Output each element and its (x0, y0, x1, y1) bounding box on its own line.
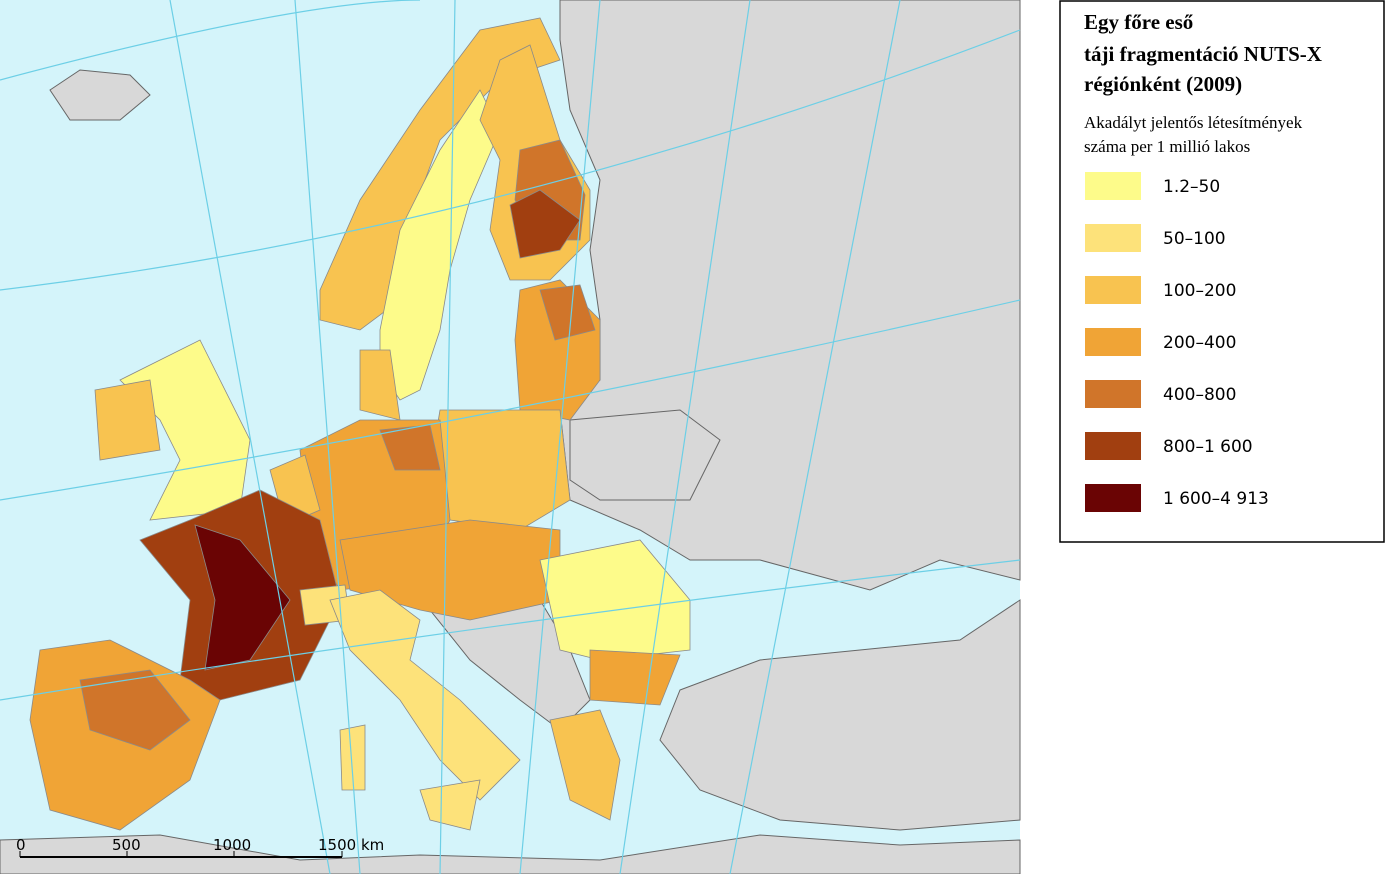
legend-title: táji fragmentáció NUTS-X (1084, 42, 1322, 66)
legend-swatch (1085, 484, 1141, 512)
land-east (559, 0, 1021, 591)
scale-label: 1500 km (318, 836, 384, 854)
legend: Egy főre eső táji fragmentáció NUTS-X ré… (1059, 0, 1385, 543)
legend-label: 1 600–4 913 (1163, 489, 1269, 509)
legend-swatch (1085, 224, 1141, 252)
legend-label: 400–800 (1163, 385, 1236, 405)
region-romania (539, 539, 691, 661)
legend-swatch (1085, 172, 1141, 200)
legend-swatch (1085, 380, 1141, 408)
land-iceland (49, 69, 151, 121)
region-france-core (194, 524, 291, 671)
legend-subtitle: Akadályt jelentős létesítmények (1084, 113, 1303, 132)
legend-subtitle: száma per 1 millió lakos (1084, 137, 1250, 156)
scale-label: 1000 (213, 836, 251, 854)
legend-label: 100–200 (1163, 281, 1236, 301)
scale-label: 0 (16, 836, 26, 854)
legend-swatch (1085, 432, 1141, 460)
legend-label: 800–1 600 (1163, 437, 1253, 457)
land-africa (0, 834, 1021, 874)
region-sicily (419, 779, 481, 831)
legend-label: 200–400 (1163, 333, 1236, 353)
region-finland-core (509, 189, 581, 259)
region-ireland (94, 379, 161, 461)
region-greece (549, 709, 621, 821)
legend-swatch (1085, 276, 1141, 304)
region-bulgaria (589, 649, 681, 706)
legend-swatch (1085, 328, 1141, 356)
legend-title: Egy főre eső (1084, 10, 1193, 34)
land-belarus (569, 409, 721, 501)
legend-label: 50–100 (1163, 229, 1226, 249)
region-estonia (539, 284, 596, 341)
region-sardinia (339, 724, 366, 791)
graticule (0, 0, 1021, 874)
region-iberia-center (79, 669, 191, 751)
legend-title: régiónként (2009) (1084, 72, 1242, 96)
map (0, 0, 1021, 874)
scale-label: 500 (112, 836, 141, 854)
legend-label: 1.2–50 (1163, 177, 1220, 197)
region-germany-north (379, 424, 441, 471)
region-poland (429, 409, 571, 531)
scale-bar: 0 500 1000 1500 km (16, 836, 384, 858)
